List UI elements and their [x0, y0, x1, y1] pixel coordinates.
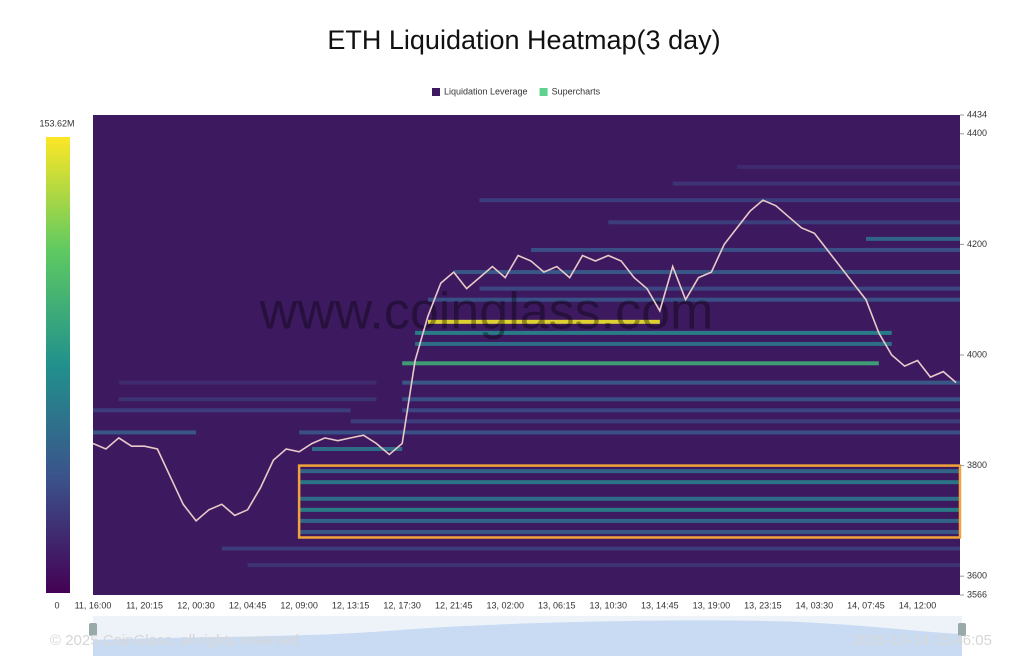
navigator-handle[interactable] [89, 623, 97, 636]
y-tick-label: 4000 [967, 349, 987, 359]
chart-title: ETH Liquidation Heatmap(3 day) [327, 25, 720, 55]
x-tick-label: 12, 04:45 [229, 600, 267, 610]
liquidation-band [402, 380, 961, 385]
x-tick-label: 11, 16:00 [75, 600, 112, 610]
liquidation-band [299, 469, 961, 474]
liquidation-band [479, 286, 960, 291]
x-tick-label: 14, 03:30 [796, 600, 834, 610]
y-tick-label: 3600 [967, 571, 987, 581]
color-bar-max: 153.62M [39, 118, 74, 128]
liquidation-band [402, 397, 961, 402]
liquidation-band [672, 181, 960, 186]
liquidation-band [350, 419, 960, 424]
liquidation-band [221, 546, 960, 551]
liquidation-band [118, 380, 377, 385]
x-tick-label: 13, 06:15 [538, 600, 576, 610]
liquidation-band [247, 563, 961, 568]
liquidation-band [479, 198, 960, 203]
liquidation-band [608, 220, 960, 225]
x-tick-label: 12, 00:30 [177, 600, 215, 610]
liquidation-band [299, 480, 961, 485]
x-tick-label: 14, 07:45 [847, 600, 885, 610]
liquidation-band [865, 236, 960, 241]
y-tick-label: 4434 [967, 109, 987, 119]
liquidation-band [453, 270, 960, 275]
liquidation-band [531, 247, 960, 252]
legend-label: Liquidation Leverage [444, 86, 528, 96]
x-tick-label: 12, 13:15 [332, 600, 370, 610]
x-tick-label: 13, 02:00 [486, 600, 524, 610]
liquidation-band [415, 341, 892, 346]
legend-label: Supercharts [552, 86, 601, 96]
liquidation-band [93, 408, 351, 413]
liquidation-band [737, 164, 960, 169]
x-tick-label: 13, 14:45 [641, 600, 679, 610]
legend-swatch [539, 88, 548, 96]
liquidation-band [299, 496, 961, 501]
liquidation-band [299, 430, 961, 435]
liquidation-band [299, 529, 961, 534]
liquidation-band [402, 408, 961, 413]
price-line [92, 199, 957, 523]
liquidation-band [312, 447, 403, 452]
y-tick-label: 4200 [967, 239, 987, 249]
liquidation-band [93, 430, 197, 435]
x-tick-label: 12, 17:30 [383, 600, 421, 610]
color-bar-min: 0 [54, 600, 59, 610]
liquidation-band [118, 397, 377, 402]
footer-timestamp: 2025-10-14 15:46:05 [853, 632, 992, 649]
legend-swatch [432, 88, 440, 96]
x-tick-label: 11, 20:15 [126, 600, 163, 610]
x-tick-label: 12, 21:45 [435, 600, 473, 610]
liquidation-band [299, 518, 961, 523]
navigator-handle[interactable] [958, 623, 966, 636]
liquidation-band [415, 330, 892, 335]
y-tick-label: 3566 [967, 589, 987, 599]
liquidation-band [299, 507, 961, 512]
color-bar [46, 137, 70, 593]
y-tick-label: 4400 [967, 128, 987, 138]
watermark: www.coinglass.com [259, 283, 714, 341]
navigator-area [93, 620, 962, 656]
liquidation-band [427, 297, 960, 302]
liquidation-band [427, 319, 660, 324]
highlight-box [297, 464, 962, 539]
x-tick-label: 14, 12:00 [899, 600, 937, 610]
x-tick-label: 13, 23:15 [744, 600, 782, 610]
y-tick-label: 3800 [967, 460, 987, 470]
x-tick-label: 13, 19:00 [693, 600, 731, 610]
liquidation-band [402, 361, 879, 366]
x-tick-label: 12, 09:00 [280, 600, 318, 610]
x-tick-label: 13, 10:30 [590, 600, 628, 610]
heatmap-background [93, 115, 960, 595]
footer-copyright: © 2025 CoinGlass, all rights reserved [50, 632, 299, 649]
